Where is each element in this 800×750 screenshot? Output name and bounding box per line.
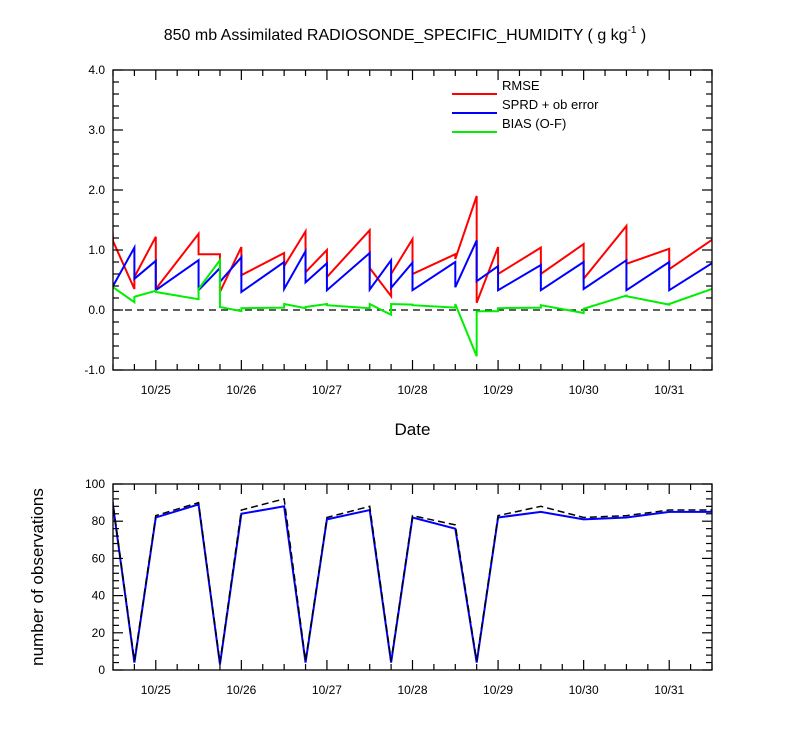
y-tick-label: 20 (92, 626, 106, 640)
plot-frame (112, 69, 713, 371)
chart-title-close: ) (636, 27, 646, 44)
x-tick-label: 10/27 (312, 683, 342, 697)
y-tick-label: 0 (98, 663, 105, 677)
x-tick-label: 10/31 (654, 383, 684, 397)
chart-title-main: 850 mb Assimilated RADIOSONDE_SPECIFIC_H… (164, 27, 628, 44)
x-tick-label: 10/26 (226, 383, 256, 397)
bottom-panel: 10/25 10/26 10/27 10/28 10/29 10/30 10/31 0 20 40… (28, 477, 713, 697)
y-tick-label: 2.0 (88, 183, 105, 197)
top-panel: 10/25 10/26 10/27 10/28 10/29 10/30 10/31 -1.0 0… (84, 63, 713, 439)
x-tick-label: 10/26 (226, 683, 256, 697)
x-tick-label: 10/30 (569, 683, 599, 697)
y-tick-label: 40 (92, 589, 106, 603)
legend-label: RMSE (502, 78, 540, 93)
chart-title: 850 mb Assimilated RADIOSONDE_SPECIFIC_H… (164, 25, 647, 44)
x-tick-label: 10/30 (569, 383, 599, 397)
y-tick-label: 80 (92, 514, 106, 528)
x-tick-label: 10/25 (141, 383, 171, 397)
y-tick-label: 100 (85, 477, 105, 491)
series-sprd-ob-error-line (113, 239, 712, 294)
y-tick-label: 0.0 (88, 303, 105, 317)
x-tick-label: 10/29 (483, 683, 513, 697)
y-tick-label: 1.0 (88, 243, 105, 257)
plot-frame (112, 483, 713, 671)
x-tick-label: 10/29 (483, 383, 513, 397)
y-axis-title: number of observations (28, 488, 47, 666)
x-axis-title: Date (395, 420, 431, 439)
y-tick-label: -1.0 (84, 363, 105, 377)
x-tick-label: 10/27 (312, 383, 342, 397)
x-tick-label: 10/31 (654, 683, 684, 697)
legend-label: SPRD + ob error (502, 97, 599, 112)
x-tick-label: 10/28 (397, 383, 427, 397)
y-tick-label: 3.0 (88, 123, 105, 137)
series-possible-line (113, 497, 712, 663)
y-tick-label: 4.0 (88, 63, 105, 77)
x-tick-label: 10/25 (141, 683, 171, 697)
legend-label: BIAS (O-F) (502, 116, 566, 131)
series-bias-o-f-line (113, 257, 712, 357)
y-tick-label: 60 (92, 551, 106, 565)
x-tick-label: 10/28 (397, 683, 427, 697)
chart-title-superscript: -1 (628, 25, 637, 36)
